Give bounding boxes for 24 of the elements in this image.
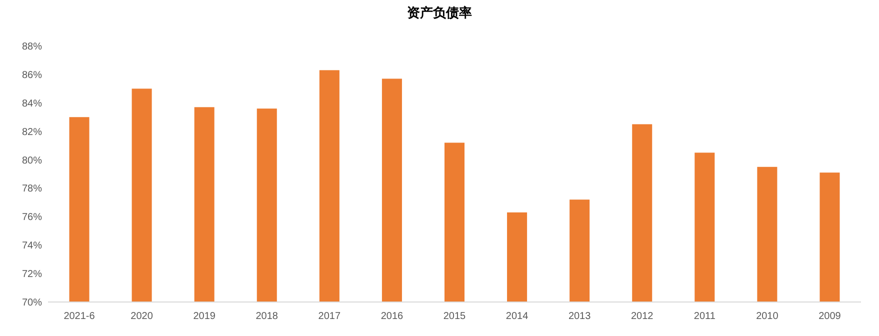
y-tick-label: 74% (22, 240, 42, 252)
y-tick-label: 82% (22, 126, 42, 138)
y-tick-label: 70% (22, 298, 42, 308)
y-tick-label: 80% (22, 155, 42, 166)
x-tick-label: 2016 (380, 311, 404, 322)
x-tick-label: 2019 (193, 311, 216, 322)
x-tick-label: 2018 (256, 311, 278, 322)
x-tick-label: 2014 (506, 311, 529, 322)
x-tick-label: 2015 (443, 311, 466, 322)
y-tick-label: 72% (22, 269, 42, 280)
x-tick-label: 2009 (818, 311, 842, 322)
y-tick-label: 78% (22, 184, 42, 195)
x-tick-label: 2011 (694, 311, 716, 322)
y-tick-label: 84% (22, 98, 42, 110)
y-tick-label: 86% (22, 70, 42, 81)
x-tick-label: 2020 (130, 311, 154, 322)
x-tick-label: 2012 (630, 311, 654, 322)
x-tick-label: 2010 (756, 311, 779, 322)
x-tick-label: 2017 (318, 311, 341, 322)
y-tick-label: 76% (22, 212, 42, 224)
y-tick-label: 88% (22, 42, 42, 52)
x-tick-label: 2021-6 (64, 311, 96, 322)
chart-title: 资产负债率 (407, 5, 472, 20)
x-tick-label: 2013 (568, 311, 592, 322)
